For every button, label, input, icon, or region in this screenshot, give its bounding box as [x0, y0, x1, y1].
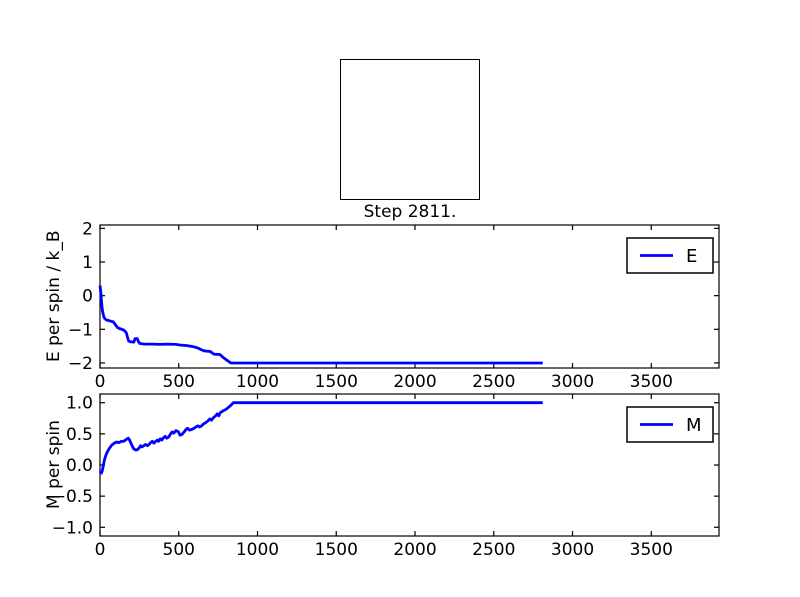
spin-lattice-box — [340, 59, 480, 200]
x-tick-label: 1500 — [315, 372, 358, 392]
axes-spines — [99, 393, 720, 537]
x-tick-label: 0 — [95, 372, 106, 392]
plot-magnetization-vs-step: 0 500 1000 1500 2000 2500 3000 3500 1.0 0.5 0.0 −0.… — [52, 393, 720, 560]
x-tick-label: 1500 — [315, 540, 358, 560]
y-tick-label: −2 — [68, 354, 93, 374]
x-tick-label: 2500 — [472, 540, 515, 560]
x-tick-label: 1000 — [236, 372, 279, 392]
x-tick-label: 3500 — [630, 372, 673, 392]
legend: M — [626, 406, 714, 443]
x-tick-label: 3000 — [551, 372, 594, 392]
legend: E — [626, 237, 714, 274]
x-tick-label: 2000 — [393, 540, 436, 560]
x-tick-label: 500 — [163, 540, 195, 560]
x-tick-label: 500 — [163, 372, 195, 392]
y-tick-label: 1.0 — [66, 394, 93, 414]
y-tick-label: 0.5 — [66, 425, 93, 445]
y-tick-label: −1.0 — [52, 518, 93, 538]
legend-label: M — [686, 415, 702, 436]
y-tick-label: 2 — [82, 219, 93, 239]
x-tick-label: 2500 — [472, 372, 515, 392]
y-tick-label: 1 — [82, 253, 93, 273]
x-tick-label: 3500 — [630, 540, 673, 560]
legend-label: E — [686, 246, 697, 267]
x-tick-label: 2000 — [393, 372, 436, 392]
x-tick-label: 0 — [95, 540, 106, 560]
x-tick-label: 3000 — [551, 540, 594, 560]
figure-title: Step 2811. — [363, 202, 457, 222]
y-tick-label: −0.5 — [52, 487, 93, 507]
y-tick-label: 0.0 — [66, 456, 93, 476]
y-tick-label: 0 — [82, 287, 93, 307]
x-tick-label: 1000 — [236, 540, 279, 560]
series-line-E — [98, 285, 543, 365]
series-line-M — [98, 401, 543, 475]
y-tick-label: −1 — [68, 320, 93, 340]
plot-energy-vs-step: 0 500 1000 1500 2000 2500 3000 3500 2 1 0 −1 −2 E — [68, 219, 720, 392]
